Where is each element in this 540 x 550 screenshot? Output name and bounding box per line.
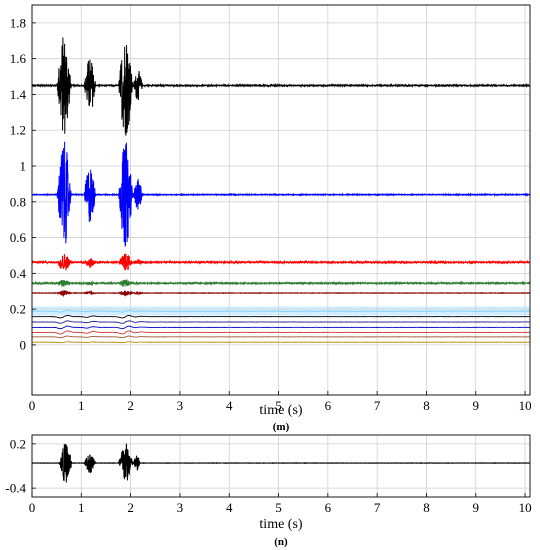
plot-frame: [31, 4, 531, 396]
x-tick-label: 4: [226, 398, 233, 413]
x-tick-label: 10: [519, 398, 532, 413]
x-tick-label: 3: [177, 398, 184, 413]
panel-label: (m): [273, 421, 290, 433]
y-tick-label: 1.8: [10, 15, 26, 30]
y-tick-label: 0: [20, 337, 27, 352]
series-line: [31, 320, 530, 324]
x-tick-label: 8: [423, 398, 430, 413]
series-line: [31, 37, 531, 136]
y-tick-label: -0.4: [5, 481, 26, 496]
x-tick-label: 6: [325, 500, 332, 515]
y-tick-label: 0.6: [10, 230, 27, 245]
series-line: [31, 289, 531, 298]
x-axis-label: time (s): [259, 403, 302, 418]
y-tick-label: 0.2: [10, 302, 26, 317]
plot-panel-m: 0 1 2 3 4 5 6 7 8 9 10 0 0.2 0.4 0.6 0.8 1 1.2 1.4 1.6 1.8 ti…: [10, 4, 532, 433]
series-line: [31, 330, 531, 335]
series-line: [31, 253, 531, 271]
y-tick-label: 0.4: [10, 266, 27, 281]
x-tick-label: 7: [374, 500, 381, 515]
x-tick-label: 7: [374, 398, 381, 413]
series-line: [31, 325, 531, 330]
x-tick-label: 5: [275, 500, 282, 515]
y-tick-label: 1.2: [10, 123, 26, 138]
x-tick-label: 10: [519, 500, 532, 515]
x-tick-label: 5: [275, 398, 282, 413]
panel-label: (n): [274, 536, 288, 548]
y-tick-label: 1.6: [10, 51, 27, 66]
plot-panel-n: 0 1 2 3 4 5 6 7 8 9 10 -0.4 0.2 time (s) (n): [5, 434, 532, 548]
x-tick-label: 9: [473, 500, 480, 515]
x-tick-label: 4: [226, 500, 233, 515]
x-tick-label: 8: [423, 500, 430, 515]
y-tick-label: 0.8: [10, 194, 26, 209]
x-tick-label: 0: [29, 500, 36, 515]
x-tick-label: 2: [127, 500, 134, 515]
x-axis-label: time (s): [259, 517, 302, 532]
x-tick-label: 1: [78, 398, 85, 413]
x-tick-label: 3: [177, 500, 184, 515]
x-tick-label: 6: [325, 398, 332, 413]
y-tick-label: 1.4: [10, 87, 27, 102]
y-tick-label: 0.2: [10, 436, 26, 451]
series-line: [31, 279, 531, 288]
y-tick-label: 1: [20, 159, 27, 174]
series-line: [31, 443, 531, 483]
x-tick-label: 9: [473, 398, 480, 413]
series-line: [31, 141, 531, 247]
series-line: [31, 335, 531, 339]
series-line: [31, 314, 530, 319]
x-tick-label: 0: [29, 398, 36, 413]
x-tick-label: 1: [78, 500, 85, 515]
series-line: [31, 309, 531, 313]
series-line: [31, 341, 531, 344]
x-tick-label: 2: [127, 398, 134, 413]
plot-frame: [31, 434, 531, 498]
